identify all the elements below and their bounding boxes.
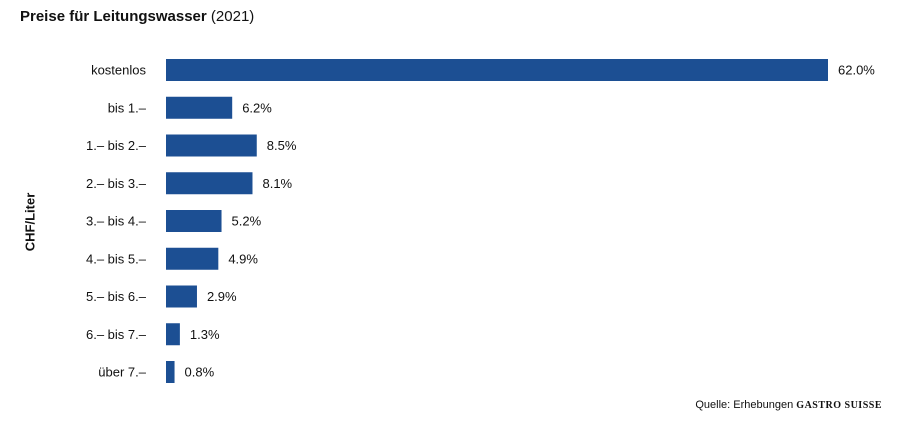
- category-label: 1.– bis 2.–: [86, 138, 147, 153]
- category-label: kostenlos: [91, 63, 146, 78]
- value-label: 5.2%: [232, 214, 262, 229]
- value-label: 1.3%: [190, 327, 220, 342]
- value-label: 62.0%: [838, 63, 875, 78]
- category-label: 6.– bis 7.–: [86, 327, 147, 342]
- category-label: 2.– bis 3.–: [86, 176, 147, 191]
- bar: [166, 172, 253, 195]
- category-label: 5.– bis 6.–: [86, 289, 147, 304]
- source-text: Quelle: Erhebungen: [695, 399, 794, 411]
- category-label: 3.– bis 4.–: [86, 214, 147, 229]
- bar: [166, 96, 233, 119]
- bar: [166, 59, 828, 81]
- bar: [166, 323, 180, 346]
- value-label: 8.5%: [267, 138, 297, 153]
- chart-title-main: Preise für Leitungswasser: [20, 8, 207, 25]
- value-label: 2.9%: [207, 289, 237, 304]
- category-label: über 7.–: [98, 365, 146, 380]
- bar: [166, 247, 219, 270]
- bar: [166, 134, 257, 157]
- bar: [166, 210, 222, 232]
- value-label: 0.8%: [185, 365, 215, 380]
- source-note: Quelle: Erhebungen GASTRO SUISSE: [695, 399, 882, 411]
- category-label: bis 1.–: [108, 100, 147, 115]
- bar: [166, 285, 197, 308]
- chart-title: Preise für Leitungswasser (2021): [20, 8, 254, 25]
- value-label: 8.1%: [262, 176, 292, 191]
- chart-title-year: (2021): [210, 8, 255, 25]
- value-label: 6.2%: [242, 100, 272, 115]
- source-brand-logo: GASTRO SUISSE: [796, 400, 882, 411]
- bar: [166, 361, 175, 383]
- value-label: 4.9%: [228, 251, 258, 266]
- category-label: 4.– bis 5.–: [86, 251, 147, 266]
